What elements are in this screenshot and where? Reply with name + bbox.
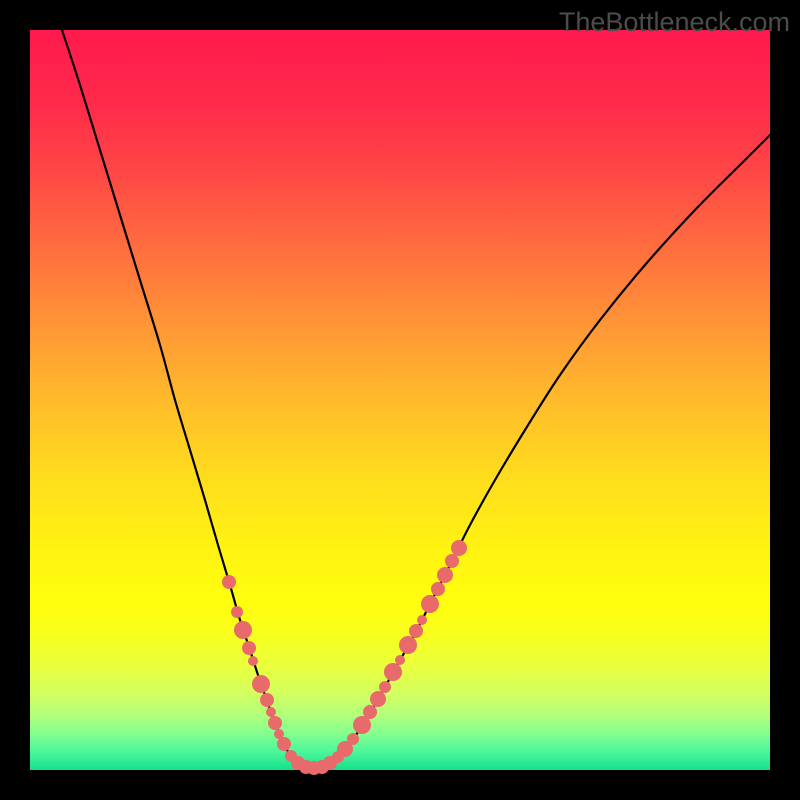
plot-area: [30, 30, 770, 770]
chart-canvas: TheBottleneck.com: [0, 0, 800, 800]
gradient-background: [30, 30, 770, 770]
watermark-text: TheBottleneck.com: [559, 7, 790, 38]
